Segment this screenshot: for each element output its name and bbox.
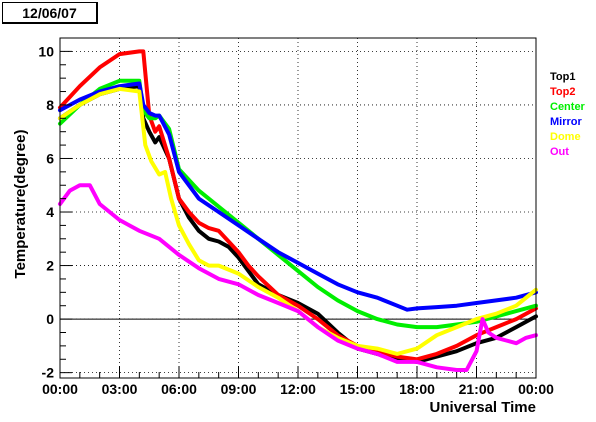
legend-entry-top1: Top1 — [550, 71, 575, 83]
y-axis-title: Temperature(degree) — [12, 130, 29, 279]
x-tick-label: 15:00 — [340, 381, 376, 397]
series-layer — [58, 49, 538, 372]
x-tick-label: 00:00 — [42, 381, 78, 397]
date-label-box: 12/06/07 — [2, 2, 98, 24]
date-label: 12/06/07 — [22, 4, 77, 21]
x-tick-label: 03:00 — [102, 381, 138, 397]
x-tick-label: 18:00 — [399, 381, 435, 397]
x-tick-label: 00:00 — [518, 381, 554, 397]
x-tick-label: 12:00 — [280, 381, 316, 397]
x-tick-label: 21:00 — [459, 381, 495, 397]
y-tick-label: 0 — [46, 311, 54, 327]
legend-entry-center: Center — [550, 101, 586, 113]
legend-entry-dome: Dome — [550, 131, 581, 143]
series-line-top2 — [58, 49, 538, 362]
y-tick-label: -2 — [42, 365, 55, 381]
y-tick-label: 10 — [38, 43, 54, 59]
series-line-out — [58, 183, 538, 372]
y-tick-label: 6 — [46, 150, 54, 166]
x-tick-label: 09:00 — [221, 381, 257, 397]
y-tick-label: 2 — [46, 258, 54, 274]
y-tick-label: 4 — [46, 204, 54, 220]
series-line-dome — [58, 86, 538, 356]
grid — [60, 38, 536, 378]
series-line-top1 — [58, 84, 538, 364]
axes: -2 0 2 4 6 8 10 00:00 03:00 06:00 09:00 12:00 15:00 1… — [38, 37, 554, 397]
series-line-mirror — [58, 81, 538, 312]
legend-entry-top2: Top2 — [550, 86, 575, 98]
legend: Top1 Top2 Center Mirror Dome Out — [550, 71, 586, 158]
y-tick-label: 8 — [46, 97, 54, 113]
legend-entry-out: Out — [550, 146, 569, 158]
x-axis-title: Universal Time — [430, 399, 536, 416]
x-tick-label: 06:00 — [161, 381, 197, 397]
legend-entry-mirror: Mirror — [550, 116, 583, 128]
